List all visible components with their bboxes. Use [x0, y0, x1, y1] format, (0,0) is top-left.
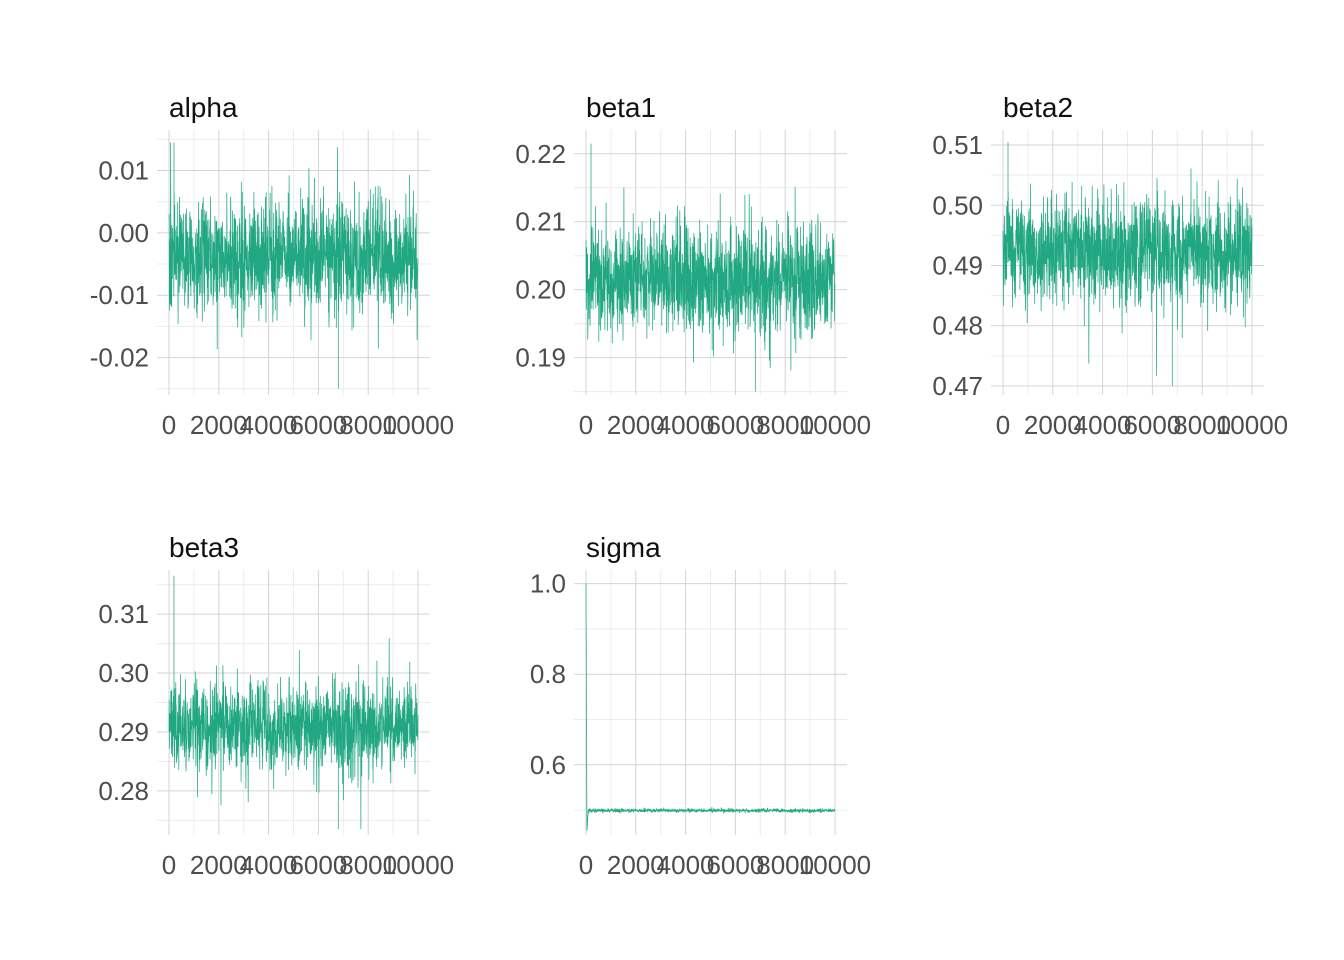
- x-tick-label: 4000: [240, 850, 298, 880]
- x-tick-label: 0: [162, 850, 176, 880]
- trace-line: [168, 575, 419, 830]
- y-tick-label: 0.6: [530, 750, 566, 780]
- x-tick-label: 10000: [799, 410, 871, 440]
- y-tick-label: -0.01: [90, 280, 149, 310]
- x-tick-label: 8000: [339, 410, 397, 440]
- y-tick-label: 0.22: [515, 139, 566, 169]
- y-tick-label: 0.29: [98, 717, 149, 747]
- x-tick-label: 0: [579, 850, 593, 880]
- x-tick-label: 2000: [190, 850, 248, 880]
- panel-title: beta2: [1003, 92, 1073, 123]
- x-tick-label: 6000: [289, 850, 347, 880]
- x-tick-label: 6000: [706, 850, 764, 880]
- x-tick-label: 2000: [607, 410, 665, 440]
- x-tick-label: 4000: [657, 850, 715, 880]
- y-tick-label: 0.47: [932, 371, 983, 401]
- y-tick-label: 1.0: [530, 569, 566, 599]
- panel-title: beta3: [169, 532, 239, 563]
- x-tick-label: 10000: [382, 410, 454, 440]
- x-tick-label: 4000: [657, 410, 715, 440]
- x-tick-label: 6000: [1123, 410, 1181, 440]
- x-tick-label: 2000: [1024, 410, 1082, 440]
- panel-title: alpha: [169, 92, 238, 123]
- x-tick-label: 10000: [1216, 410, 1288, 440]
- y-tick-label: 0.28: [98, 776, 149, 806]
- x-tick-label: 4000: [1074, 410, 1132, 440]
- y-tick-label: 0.49: [932, 251, 983, 281]
- x-tick-label: 8000: [339, 850, 397, 880]
- y-tick-label: 0.20: [515, 275, 566, 305]
- y-tick-label: 0.21: [515, 207, 566, 237]
- x-tick-label: 8000: [756, 410, 814, 440]
- y-tick-label: 0.51: [932, 130, 983, 160]
- y-tick-label: 0.31: [98, 599, 149, 629]
- x-tick-label: 6000: [289, 410, 347, 440]
- x-tick-label: 0: [579, 410, 593, 440]
- trace-line: [168, 142, 419, 389]
- trace-line: [1002, 142, 1253, 386]
- y-tick-label: 0.8: [530, 659, 566, 689]
- panel-title: sigma: [586, 532, 661, 563]
- y-tick-label: 0.30: [98, 658, 149, 688]
- y-tick-label: 0.00: [98, 218, 149, 248]
- y-tick-label: 0.19: [515, 343, 566, 373]
- x-tick-label: 2000: [607, 850, 665, 880]
- x-tick-label: 10000: [799, 850, 871, 880]
- panel-title: beta1: [586, 92, 656, 123]
- trace-line: [585, 143, 836, 392]
- x-tick-label: 10000: [382, 850, 454, 880]
- x-tick-label: 8000: [756, 850, 814, 880]
- x-tick-label: 0: [996, 410, 1010, 440]
- x-tick-label: 6000: [706, 410, 764, 440]
- y-tick-label: -0.02: [90, 343, 149, 373]
- y-tick-label: 0.48: [932, 311, 983, 341]
- x-tick-label: 4000: [240, 410, 298, 440]
- x-tick-label: 8000: [1173, 410, 1231, 440]
- y-tick-label: 0.50: [932, 190, 983, 220]
- x-tick-label: 2000: [190, 410, 248, 440]
- trace-line: [585, 583, 836, 831]
- x-tick-label: 0: [162, 410, 176, 440]
- y-tick-label: 0.01: [98, 156, 149, 186]
